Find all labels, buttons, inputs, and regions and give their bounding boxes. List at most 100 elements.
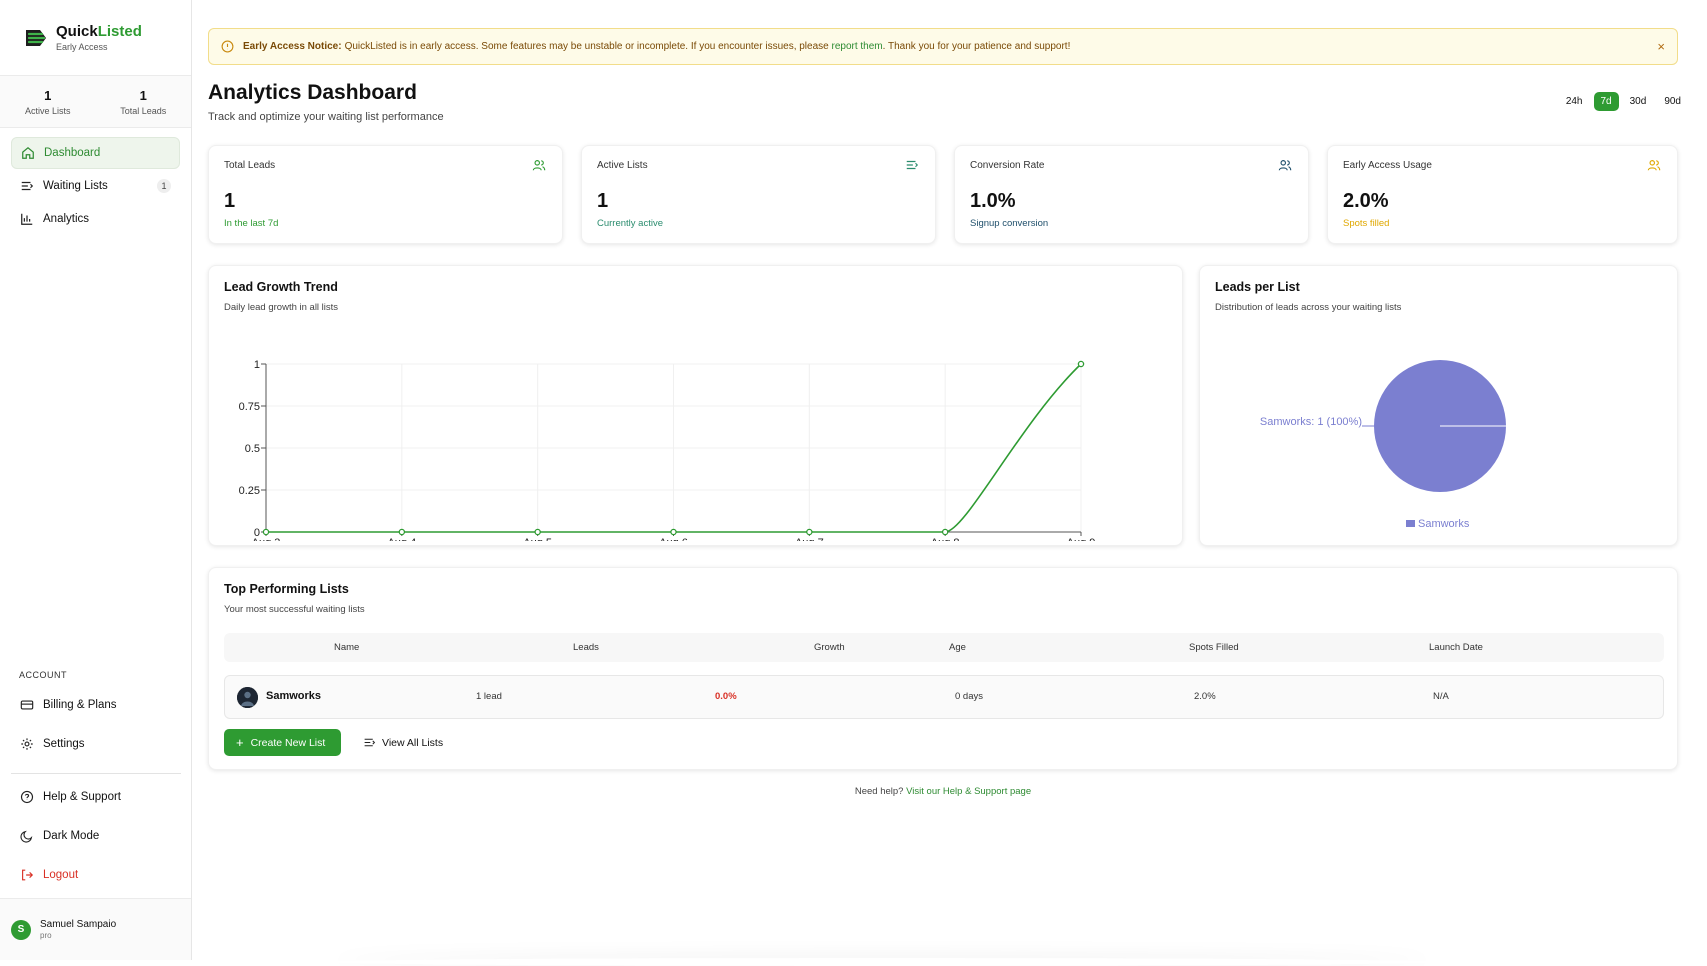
x-tick-label: Aug 9 bbox=[1067, 537, 1096, 541]
bar-chart-icon bbox=[21, 213, 33, 225]
legend-swatch bbox=[1406, 520, 1415, 527]
nav-item-waiting-lists[interactable]: Waiting Lists 1 bbox=[11, 170, 180, 202]
stat-value: 1 bbox=[139, 88, 147, 103]
notice-text: QuickListed is in early access. Some fea… bbox=[344, 41, 829, 52]
list-age: 0 days bbox=[955, 691, 983, 702]
button-label: Create New List bbox=[250, 736, 326, 749]
metric-footer: Signup conversion bbox=[970, 218, 1049, 229]
legend-label: Samworks bbox=[1418, 518, 1470, 530]
metric-card-total-leads: Total Leads 1 In the last 7d bbox=[208, 145, 563, 244]
column-header[interactable]: Age bbox=[949, 642, 966, 653]
data-point bbox=[398, 528, 406, 536]
column-header[interactable]: Growth bbox=[814, 642, 845, 653]
nav-item-dark-mode[interactable]: Dark Mode bbox=[11, 817, 181, 855]
lead-growth-chart: 0 0.25 0.5 0.75 1 Aug 3 Aug 4 Aug 5 Aug 6 Aug 7 Au… bbox=[239, 359, 1096, 541]
y-tick-label: 0 bbox=[254, 527, 260, 539]
metric-footer: Spots filled bbox=[1343, 218, 1390, 229]
nav-item-billing[interactable]: Billing & Plans bbox=[11, 686, 181, 724]
close-icon[interactable]: × bbox=[1657, 39, 1665, 54]
stat-active-lists: 1 Active Lists bbox=[0, 76, 96, 127]
y-tick-label: 0.25 bbox=[239, 485, 260, 497]
brand-name: QuickListed bbox=[56, 23, 142, 40]
nav-label: Dashboard bbox=[44, 147, 101, 159]
chart-subtitle: Daily lead growth in all lists bbox=[224, 302, 339, 313]
user-profile[interactable]: S Samuel Sampaio pro bbox=[0, 898, 191, 960]
slice-label: Samworks: 1 (100%) bbox=[1260, 416, 1362, 428]
chart-title: Lead Growth Trend bbox=[224, 280, 338, 294]
brand-logo[interactable]: QuickListed Early Access bbox=[0, 0, 191, 76]
data-point bbox=[262, 528, 270, 536]
plus-icon: + bbox=[236, 735, 244, 750]
nav-item-help[interactable]: Help & Support bbox=[11, 778, 181, 816]
page-subtitle: Track and optimize your waiting list per… bbox=[208, 111, 444, 123]
nav-label: Logout bbox=[43, 869, 79, 881]
table-row[interactable]: Samworks 1 lead 0.0% 0 days 2.0% N/A bbox=[224, 675, 1664, 719]
report-link[interactable]: report them bbox=[831, 41, 883, 52]
main-nav: Dashboard Waiting Lists 1 Analytics bbox=[0, 128, 191, 235]
chart-title: Leads per List bbox=[1215, 280, 1300, 294]
x-tick-label: Aug 7 bbox=[795, 537, 824, 541]
column-header[interactable]: Spots Filled bbox=[1189, 642, 1239, 653]
stat-total-leads: 1 Total Leads bbox=[96, 76, 192, 127]
metric-card-early-access-usage: Early Access Usage 2.0% Spots filled bbox=[1327, 145, 1678, 244]
help-support-link[interactable]: Visit our Help & Support page bbox=[906, 786, 1032, 797]
column-header[interactable]: Launch Date bbox=[1429, 642, 1483, 653]
nav-label: Billing & Plans bbox=[43, 699, 117, 711]
nav-item-analytics[interactable]: Analytics bbox=[11, 203, 180, 235]
metric-card-active-lists: Active Lists 1 Currently active bbox=[581, 145, 936, 244]
column-header[interactable]: Leads bbox=[573, 642, 599, 653]
button-label: View All Lists bbox=[382, 736, 444, 749]
user-name: Samuel Sampaio bbox=[40, 919, 117, 930]
leads-per-list-card: Leads per List Distribution of leads acr… bbox=[1199, 265, 1678, 546]
metric-value: 1 bbox=[224, 190, 236, 212]
count-badge: 1 bbox=[157, 179, 171, 193]
data-point bbox=[806, 528, 813, 536]
page-title: Analytics Dashboard bbox=[208, 81, 417, 104]
avatar: S bbox=[11, 919, 31, 940]
list-leads: 1 lead bbox=[476, 691, 502, 702]
leads-per-list-chart: Samworks: 1 (100%) Samworks bbox=[1260, 360, 1506, 530]
create-new-list-button[interactable]: + Create New List bbox=[224, 729, 341, 756]
list-launch-date: N/A bbox=[1433, 691, 1449, 702]
range-90d[interactable]: 90d bbox=[1664, 96, 1681, 107]
account-nav: Billing & Plans Settings bbox=[11, 686, 181, 764]
nav-item-dashboard[interactable]: Dashboard bbox=[11, 137, 180, 169]
list-avatar bbox=[237, 687, 258, 708]
y-tick-label: 0.75 bbox=[239, 401, 260, 413]
nav-item-settings[interactable]: Settings bbox=[11, 725, 181, 763]
view-all-lists-button[interactable]: View All Lists bbox=[363, 729, 443, 756]
users-icon bbox=[1647, 160, 1661, 171]
metric-footer: Currently active bbox=[597, 218, 663, 229]
metric-label: Active Lists bbox=[597, 160, 648, 171]
help-text: Need help? bbox=[854, 786, 904, 797]
sidebar-stats: 1 Active Lists 1 Total Leads bbox=[0, 76, 191, 128]
nav-item-logout[interactable]: Logout bbox=[11, 856, 181, 894]
users-icon bbox=[1278, 160, 1292, 171]
brand-subtitle: Early Access bbox=[56, 42, 108, 52]
logo-icon bbox=[26, 29, 46, 46]
data-point bbox=[941, 528, 949, 536]
top-lists-card: Top Performing Lists Your most successfu… bbox=[208, 567, 1678, 770]
series-line bbox=[266, 363, 1082, 533]
user-plan: pro bbox=[40, 931, 52, 940]
table-subtitle: Your most successful waiting lists bbox=[224, 604, 365, 615]
footer-nav: Help & Support Dark Mode Logout bbox=[11, 778, 181, 895]
range-7d[interactable]: 7d bbox=[1593, 92, 1619, 111]
range-24h[interactable]: 24h bbox=[1565, 96, 1583, 107]
table-header: Name Leads Growth Age Spots Filled Launc… bbox=[224, 633, 1664, 662]
data-point bbox=[670, 528, 677, 536]
bottom-shadow bbox=[332, 958, 1432, 966]
metric-footer: In the last 7d bbox=[224, 218, 279, 229]
range-30d[interactable]: 30d bbox=[1629, 96, 1647, 107]
early-access-notice: Early Access Notice: QuickListed is in e… bbox=[208, 28, 1678, 65]
list-growth: 0.0% bbox=[715, 691, 737, 702]
metric-label: Early Access Usage bbox=[1343, 160, 1432, 171]
chart-subtitle: Distribution of leads across your waitin… bbox=[1215, 302, 1402, 313]
column-header[interactable]: Name bbox=[334, 642, 360, 653]
x-tick-label: Aug 6 bbox=[659, 537, 688, 541]
list-icon bbox=[906, 160, 919, 170]
sidebar: QuickListed Early Access 1 Active Lists … bbox=[0, 0, 192, 960]
y-tick-label: 0.5 bbox=[245, 443, 260, 455]
credit-card-icon bbox=[20, 700, 34, 710]
list-spots-filled: 2.0% bbox=[1194, 691, 1216, 702]
